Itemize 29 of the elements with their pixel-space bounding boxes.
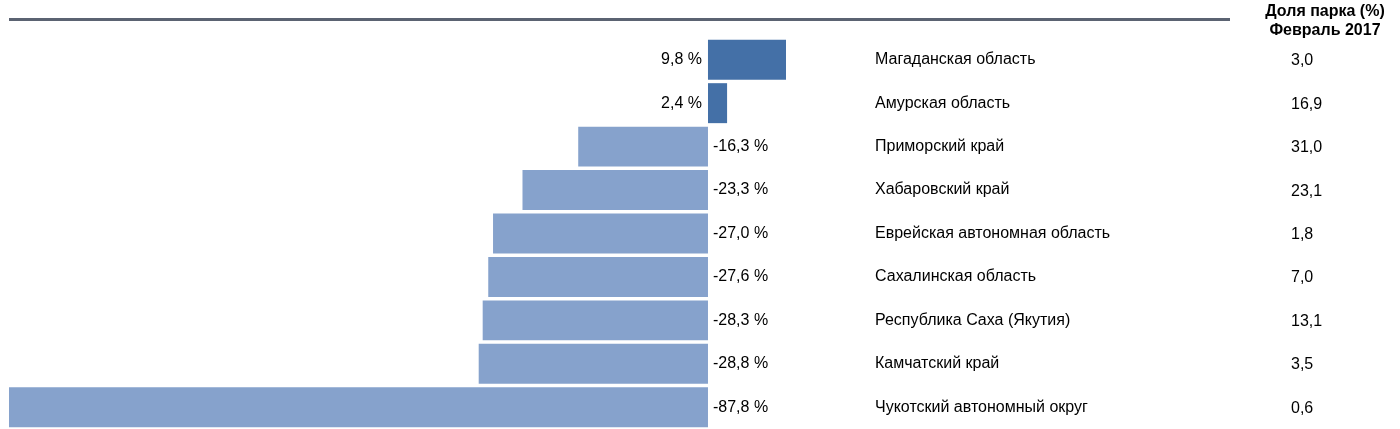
data-label: -27,6 %	[712, 267, 769, 285]
y-tick-label: Приморский край	[875, 137, 1005, 155]
text: Февраль 2017	[1268, 20, 1382, 39]
data-label: 16,9	[1291, 93, 1323, 113]
y-tick-label: Камчатский край	[875, 354, 1000, 372]
y-tick-label: Республика Саха (Якутия)	[875, 310, 1071, 328]
data-label: 0,6	[1291, 397, 1314, 417]
y-tick-label: Еврейская автономная область	[875, 223, 1111, 241]
data-label: 7,0	[1291, 267, 1314, 287]
data-label: 1,8	[1291, 224, 1314, 243]
data-label: -87,8 %	[712, 397, 769, 415]
data-label: 2,4 %	[661, 93, 702, 111]
y-tick-label: Чукотский автономный округ	[875, 397, 1089, 415]
data-label: -28,3 %	[712, 310, 769, 328]
y-tick-label: Хабаровский край	[875, 180, 1010, 198]
data-label: 31,0	[1291, 137, 1323, 157]
y-tick-label: Сахалинская область	[875, 267, 1037, 285]
y-tick-label: Амурская область	[875, 93, 1011, 111]
data-label: 13,1	[1291, 310, 1323, 330]
data-label: -23,3 %	[712, 180, 769, 198]
data-label: -27,0 %	[712, 223, 769, 241]
data-label: -16,3 %	[712, 137, 769, 155]
text: Доля парка (%)	[1264, 1, 1386, 20]
data-label: 9,8 %	[661, 50, 702, 68]
data-label: -28,8 %	[712, 354, 769, 372]
y-tick-label: Магаданская область	[875, 50, 1036, 68]
data-label: 3,0	[1291, 50, 1314, 70]
data-label: 23,1	[1291, 180, 1323, 200]
data-label: 3,5	[1291, 354, 1314, 374]
